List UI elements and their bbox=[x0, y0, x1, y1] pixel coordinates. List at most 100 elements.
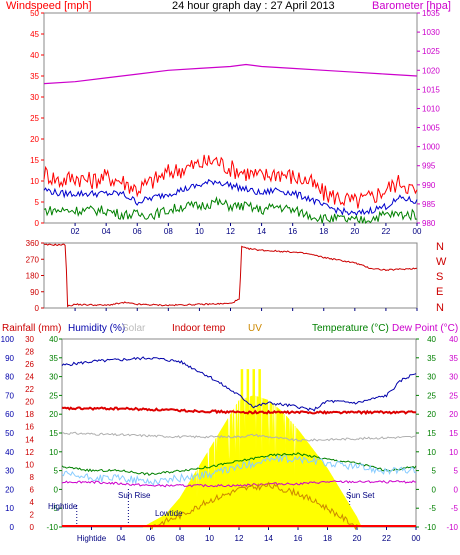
humidity-ytick-label: 30 bbox=[5, 467, 14, 476]
temp-right-ytick-label: -10 bbox=[424, 523, 436, 532]
direction-ytick-label: 0 bbox=[35, 304, 40, 313]
temp-left-ytick-label: 5 bbox=[54, 467, 59, 476]
wind-xtick-label: 08 bbox=[164, 227, 173, 236]
rain-ytick-label: 0 bbox=[30, 523, 35, 532]
temp-xtick-label: 08 bbox=[176, 534, 185, 543]
temp-right-ytick-label: 15 bbox=[427, 429, 436, 438]
wind-xtick-label: 16 bbox=[288, 227, 297, 236]
temp-xtick-label: 18 bbox=[323, 534, 332, 543]
rain-ytick-label: 16 bbox=[25, 423, 34, 432]
temp-xtick-label: 22 bbox=[382, 534, 391, 543]
wind-xtick-label: 06 bbox=[133, 227, 142, 236]
wind-xtick-label: 12 bbox=[226, 227, 235, 236]
baro-ytick-label: 1010 bbox=[422, 104, 440, 113]
indoor-label: Indoor temp bbox=[172, 323, 226, 334]
wind-plot-area bbox=[43, 12, 418, 224]
rain-ytick-label: 6 bbox=[30, 485, 35, 494]
compass-labels: N W S E N bbox=[436, 241, 447, 314]
rain-ytick-label: 22 bbox=[25, 385, 34, 394]
temp-xtick-label: 16 bbox=[294, 534, 303, 543]
wind-xtick-label: 02 bbox=[71, 227, 80, 236]
wind-ytick-label: 30 bbox=[30, 93, 39, 102]
temp-xtick-label: Hightide bbox=[77, 534, 107, 543]
dew-right-ytick-label: -10 bbox=[446, 523, 458, 532]
temperature-label: Temperature (°C) bbox=[312, 323, 389, 334]
wind-xtick-label: 10 bbox=[195, 227, 204, 236]
rain-ytick-label: 18 bbox=[25, 410, 34, 419]
temp-series-indoor bbox=[61, 406, 417, 416]
rainfall-label: Rainfall (mm) bbox=[2, 323, 61, 334]
wind-xtick-label: 00 bbox=[413, 227, 422, 236]
baro-ytick-label: 990 bbox=[422, 181, 436, 190]
temp-xtick-label: 10 bbox=[205, 534, 214, 543]
temp-xtick-label: 12 bbox=[235, 534, 244, 543]
wind-xtick-label: 04 bbox=[102, 227, 111, 236]
sunrise-annotation: Sun Rise bbox=[118, 491, 151, 500]
rain-ytick-label: 2 bbox=[30, 510, 35, 519]
dew-right-ytick-label: 0 bbox=[454, 485, 459, 494]
humidity-ytick-label: 100 bbox=[1, 335, 15, 344]
baro-ytick-label: 1020 bbox=[422, 66, 440, 75]
wind-baro-panel: 0510152025303540455098098599099510001005… bbox=[30, 9, 440, 236]
dew-right-ytick-label: 40 bbox=[449, 335, 458, 344]
temp-right-ytick-label: 0 bbox=[432, 485, 437, 494]
wind-ytick-label: 50 bbox=[30, 9, 39, 18]
temp-xtick-label: 14 bbox=[264, 534, 273, 543]
temp-left-ytick-label: 35 bbox=[49, 354, 58, 363]
temp-right-ytick-label: 35 bbox=[427, 354, 436, 363]
wind-ytick-label: 10 bbox=[30, 177, 39, 186]
wind-xtick-label: 22 bbox=[381, 227, 390, 236]
temp-right-ytick-label: 30 bbox=[427, 373, 436, 382]
direction-ytick-label: 270 bbox=[26, 255, 40, 264]
baro-ytick-label: 1000 bbox=[422, 143, 440, 152]
temp-xtick-label: 20 bbox=[353, 534, 362, 543]
direction-ytick-label: 180 bbox=[26, 272, 40, 281]
temp-xtick-label: 06 bbox=[146, 534, 155, 543]
baro-ytick-label: 1025 bbox=[422, 47, 440, 56]
temp-left-ytick-label: 10 bbox=[49, 448, 58, 457]
wind-series-average bbox=[43, 178, 418, 217]
wind-ytick-label: 5 bbox=[35, 198, 40, 207]
dewpoint-label: Dew Point (°C) bbox=[392, 323, 458, 334]
humidity-ytick-label: 60 bbox=[5, 410, 14, 419]
hightide-annotation: Hightide bbox=[48, 502, 78, 511]
temp-series-grey bbox=[61, 431, 417, 443]
baro-ytick-label: 980 bbox=[422, 219, 436, 228]
humidity-ytick-label: 20 bbox=[5, 485, 14, 494]
humidity-ytick-label: 90 bbox=[5, 354, 14, 363]
dew-right-ytick-label: 5 bbox=[454, 467, 459, 476]
direction-series bbox=[43, 243, 418, 308]
temp-series-temperature bbox=[61, 452, 417, 476]
rain-ytick-label: 4 bbox=[30, 498, 35, 507]
baro-ytick-label: 1005 bbox=[422, 124, 440, 133]
direction-ytick-label: 360 bbox=[26, 239, 40, 248]
temp-right-ytick-label: 40 bbox=[427, 335, 436, 344]
direction-ytick-label: 90 bbox=[30, 288, 39, 297]
baro-ytick-label: 995 bbox=[422, 162, 436, 171]
wind-ytick-label: 40 bbox=[30, 51, 39, 60]
compass-w: W bbox=[436, 256, 447, 268]
humidity-ytick-label: 80 bbox=[5, 373, 14, 382]
wind-ytick-label: 20 bbox=[30, 135, 39, 144]
rain-ytick-label: 8 bbox=[30, 473, 35, 482]
humidity-ytick-label: 0 bbox=[10, 523, 15, 532]
temp-left-ytick-label: -10 bbox=[46, 523, 58, 532]
temp-series-dewpoint bbox=[61, 480, 417, 488]
rain-ytick-label: 20 bbox=[25, 398, 34, 407]
dew-right-ytick-label: 20 bbox=[449, 410, 458, 419]
humidity-ytick-label: 70 bbox=[5, 391, 14, 400]
dew-right-ytick-label: 30 bbox=[449, 373, 458, 382]
wind-series-gust bbox=[43, 154, 418, 209]
rain-ytick-label: 30 bbox=[25, 335, 34, 344]
temp-series-lightblue bbox=[61, 454, 417, 486]
direction-plot-area bbox=[43, 242, 418, 309]
wind-ytick-label: 35 bbox=[30, 72, 39, 81]
baro-axis-label: Barometer [hpa] bbox=[372, 0, 451, 12]
wind-axis-label: Windspeed [mph] bbox=[6, 0, 92, 12]
wind-ytick-label: 25 bbox=[30, 114, 39, 123]
temp-right-ytick-label: 20 bbox=[427, 410, 436, 419]
baro-ytick-label: 985 bbox=[422, 200, 436, 209]
dew-right-ytick-label: 25 bbox=[449, 391, 458, 400]
dew-right-ytick-label: 35 bbox=[449, 354, 458, 363]
